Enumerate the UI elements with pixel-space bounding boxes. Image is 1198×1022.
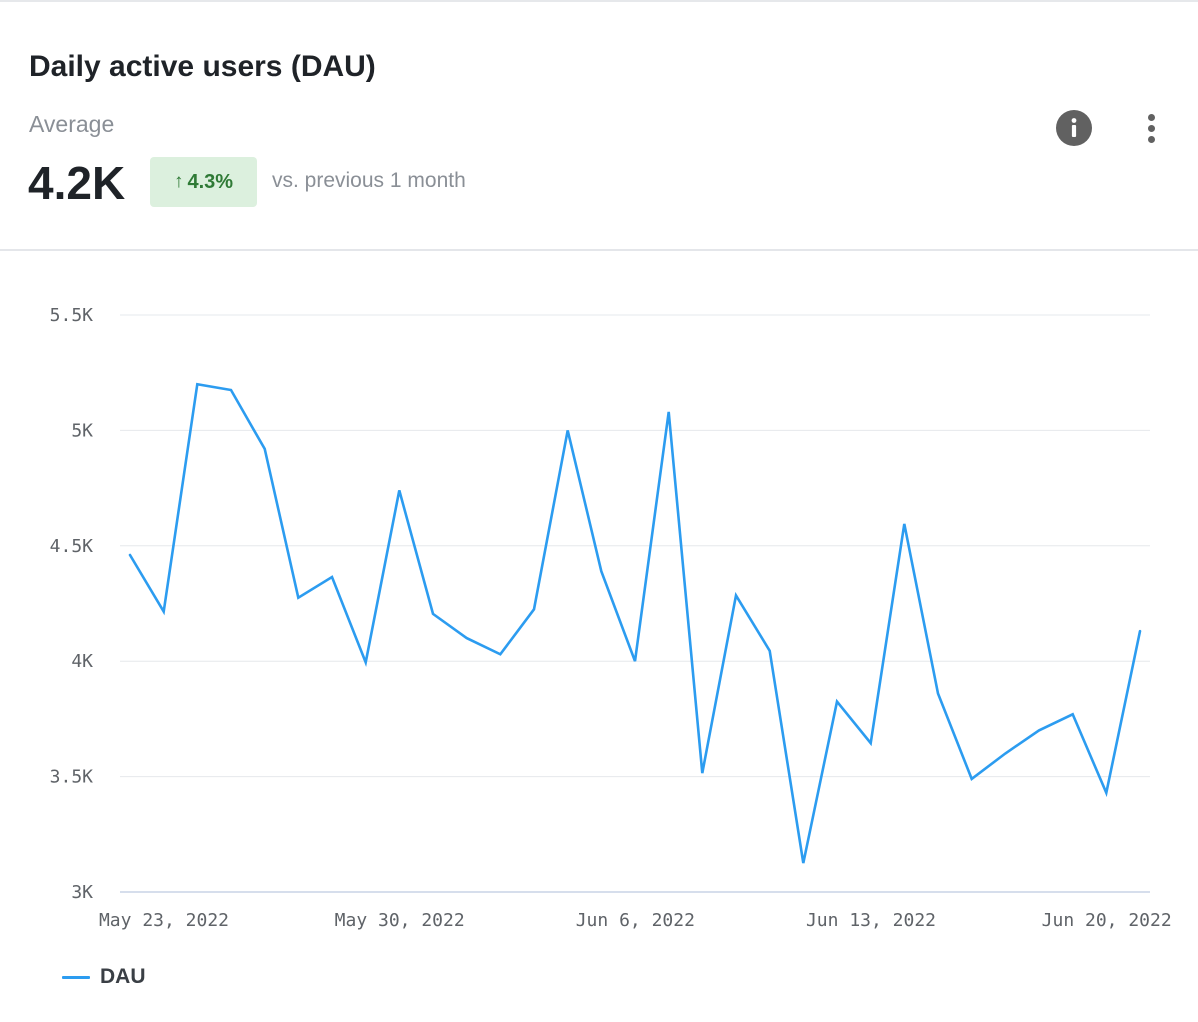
data-point xyxy=(801,861,806,866)
data-point xyxy=(128,553,133,558)
data-point xyxy=(599,569,604,574)
data-point xyxy=(464,636,469,641)
card-title: Daily active users (DAU) xyxy=(29,50,376,83)
x-tick-label: Jun 6, 2022 xyxy=(576,910,695,931)
card-header: Daily active users (DAU) Average 4.2K ↑ … xyxy=(0,0,1198,251)
y-tick-label: 5.5K xyxy=(50,305,94,326)
more-dot xyxy=(1147,135,1155,143)
data-point xyxy=(161,609,166,614)
y-tick-label: 4K xyxy=(71,651,93,672)
data-point xyxy=(195,382,200,387)
data-point xyxy=(633,659,638,664)
metric-subtitle: Average xyxy=(29,111,115,137)
data-point xyxy=(902,521,907,526)
more-vertical-icon[interactable] xyxy=(1136,110,1166,146)
y-tick-label: 3K xyxy=(71,882,93,903)
chart-legend[interactable]: DAU xyxy=(62,965,146,989)
data-point xyxy=(397,488,402,493)
data-point xyxy=(700,771,705,776)
change-badge-value: 4.3% xyxy=(187,170,234,193)
data-point xyxy=(1138,629,1143,634)
data-point xyxy=(431,611,436,616)
info-glyph xyxy=(1071,118,1077,137)
data-point xyxy=(734,593,739,598)
data-point xyxy=(1104,790,1109,795)
x-tick-label: Jun 13, 2022 xyxy=(806,910,936,931)
change-badge: ↑ 4.3% xyxy=(150,157,257,207)
y-tick-label: 5K xyxy=(71,420,93,441)
x-tick-label: May 23, 2022 xyxy=(99,910,229,931)
more-dot xyxy=(1147,113,1155,121)
legend-swatch-dau xyxy=(62,975,90,979)
top-divider xyxy=(0,0,1198,2)
data-point xyxy=(532,607,537,612)
arrow-up-icon: ↑ xyxy=(173,171,184,192)
data-point xyxy=(666,409,671,414)
data-point xyxy=(1003,751,1008,756)
data-point xyxy=(868,741,873,746)
data-point xyxy=(767,648,772,653)
data-point xyxy=(936,691,941,696)
more-dot xyxy=(1147,124,1155,132)
comparison-text: vs. previous 1 month xyxy=(272,169,466,192)
data-point xyxy=(565,428,570,433)
y-tick-label: 3.5K xyxy=(50,767,94,788)
data-point xyxy=(229,388,234,393)
data-point xyxy=(296,595,301,600)
data-point xyxy=(262,446,267,451)
data-point xyxy=(498,652,503,657)
data-point xyxy=(1070,712,1075,717)
data-point xyxy=(363,660,368,665)
data-point xyxy=(1037,728,1042,733)
series-line-dau xyxy=(128,382,1142,864)
x-tick-label: May 30, 2022 xyxy=(335,910,465,931)
metric-value: 4.2K xyxy=(28,157,126,209)
data-point xyxy=(835,699,840,704)
data-point xyxy=(969,776,974,781)
data-point xyxy=(330,575,335,580)
legend-label-dau: DAU xyxy=(100,965,146,988)
x-tick-label: Jun 20, 2022 xyxy=(1042,910,1172,931)
info-icon[interactable] xyxy=(1056,110,1092,146)
y-tick-label: 4.5K xyxy=(50,536,94,557)
